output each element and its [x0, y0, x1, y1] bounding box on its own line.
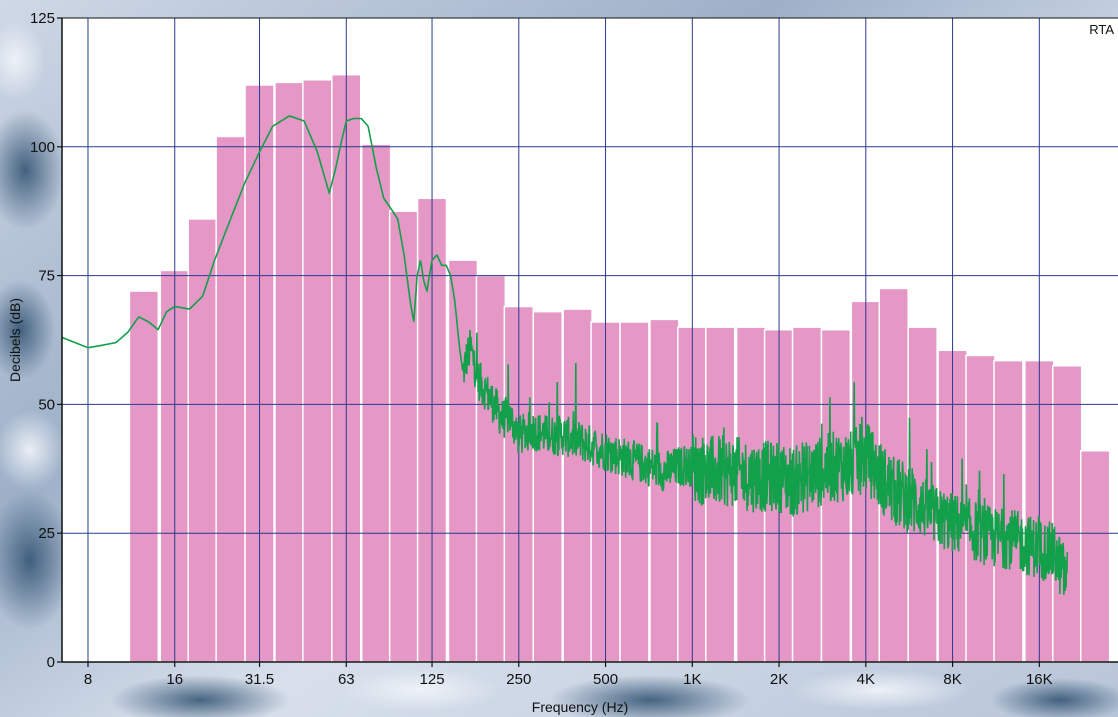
y-tick-label: 50 [38, 396, 55, 413]
x-tick-label: 500 [593, 671, 618, 688]
y-tick-label: 25 [38, 525, 55, 542]
bar-25000 [1079, 450, 1111, 663]
x-tick-label: 63 [338, 671, 355, 688]
x-tick-label: 2K [770, 671, 788, 688]
spectrum-line [61, 115, 1069, 595]
x-tick-label: 31.5 [245, 671, 274, 688]
bar-100 [388, 210, 420, 663]
y-tick-label: 75 [38, 268, 55, 285]
x-tick-label: 4K [857, 671, 875, 688]
bar-50 [302, 79, 333, 663]
bar-20 [187, 218, 218, 663]
rta-label: RTA [1089, 22, 1114, 37]
x-tick-label: 16 [166, 671, 183, 688]
bar-315 [532, 310, 563, 663]
y-tick-label: 0 [47, 654, 55, 671]
line-series [61, 115, 1069, 595]
x-tick-label: 8 [84, 671, 92, 688]
tick-labels: 0 25 50 75 100 125 8 16 31.5 63 125 250 500 1K 2K 4K 8K 1… [30, 10, 1053, 688]
bar-80 [360, 143, 392, 663]
axes [57, 17, 1118, 667]
x-axis-title: Frequency (Hz) [532, 699, 628, 715]
x-tick-label: 125 [420, 671, 445, 688]
bar-20000 [1052, 365, 1083, 663]
bar-160 [447, 259, 479, 663]
x-tick-label: 250 [506, 671, 531, 688]
x-tick-label: 1K [683, 671, 701, 688]
x-tick-label: 8K [943, 671, 961, 688]
y-tick-label: 100 [30, 139, 55, 156]
bar-12.5 [128, 290, 160, 663]
bar-630 [619, 321, 650, 663]
bar-400 [562, 308, 593, 663]
bar-800 [649, 318, 680, 663]
bar-3150 [820, 328, 852, 663]
bar-25 [215, 135, 246, 663]
bar-200 [475, 274, 507, 663]
bar-40 [274, 81, 305, 663]
x-tick-label: 16K [1026, 671, 1053, 688]
y-axis-title: Decibels (dB) [7, 298, 23, 382]
y-tick-label: 125 [30, 10, 55, 27]
